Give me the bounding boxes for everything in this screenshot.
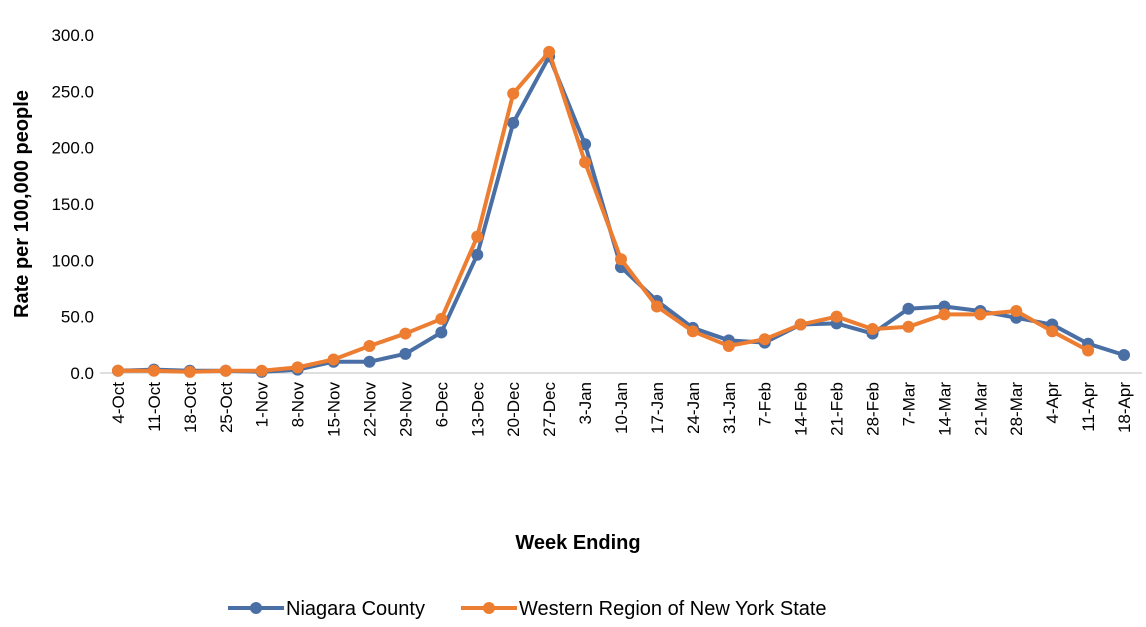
data-point: [794, 318, 807, 331]
data-point: [507, 87, 520, 100]
data-point: [902, 320, 915, 333]
data-point: [615, 253, 627, 266]
legend-marker: [482, 602, 495, 614]
data-point: [1046, 325, 1059, 338]
data-point: [291, 361, 304, 374]
x-tick-label: 27-Dec: [540, 382, 559, 437]
series-line: [117, 49, 1090, 374]
data-point: [866, 323, 879, 336]
y-tick-label: 100.0: [51, 251, 94, 270]
x-tick-label: 18-Apr: [1115, 382, 1134, 433]
y-tick-label: 150.0: [51, 195, 94, 214]
x-tick-label: 7-Mar: [899, 382, 918, 427]
x-tick-label: 18-Oct: [181, 382, 200, 433]
x-tick-label: 14-Mar: [935, 382, 954, 436]
data-point: [938, 308, 951, 321]
data-point: [543, 45, 556, 58]
x-tick-label: 20-Dec: [504, 382, 523, 437]
data-point: [830, 310, 843, 323]
x-tick-label: 29-Nov: [396, 382, 415, 437]
x-tick-label: 17-Jan: [648, 382, 667, 434]
x-tick-label: 4-Apr: [1043, 382, 1062, 424]
x-tick-label: 22-Nov: [360, 382, 379, 437]
data-point: [435, 312, 448, 325]
x-tick-label: 21-Mar: [971, 382, 990, 436]
data-point: [327, 353, 340, 366]
x-axis-title: Week Ending: [515, 532, 640, 554]
data-point: [579, 156, 592, 169]
y-tick-label: 300.0: [51, 26, 94, 45]
data-point: [399, 327, 412, 340]
x-tick-label: 11-Apr: [1079, 382, 1098, 432]
x-tick-label: 6-Dec: [432, 382, 451, 428]
data-point: [363, 339, 376, 352]
y-axis-title: Rate per 100,000 people: [11, 90, 33, 318]
x-tick-label: 24-Jan: [684, 382, 703, 434]
x-tick-label: 28-Mar: [1007, 382, 1026, 436]
data-point: [399, 347, 412, 360]
data-point: [758, 333, 771, 346]
y-tick-label: 250.0: [51, 82, 94, 101]
x-tick-label: 13-Dec: [468, 382, 487, 437]
x-tick-label: 15-Nov: [325, 382, 344, 437]
data-point: [111, 364, 124, 377]
data-point: [1010, 305, 1023, 318]
data-point: [435, 326, 448, 339]
data-point: [974, 308, 987, 321]
data-point: [255, 364, 268, 377]
data-point: [147, 364, 160, 377]
series-line: [117, 54, 1125, 374]
x-tick-label: 28-Feb: [864, 382, 883, 436]
x-tick-label: 31-Jan: [720, 382, 739, 434]
x-tick-label: 3-Jan: [576, 382, 595, 425]
x-tick-label: 10-Jan: [612, 382, 631, 434]
data-point: [686, 325, 699, 338]
data-point: [1082, 344, 1095, 357]
x-tick-label: 11-Oct: [145, 382, 164, 432]
y-tick-label: 0.0: [70, 364, 94, 383]
x-tick-label: 7-Feb: [756, 382, 775, 426]
x-tick-label: 14-Feb: [792, 382, 811, 436]
data-point: [902, 302, 915, 315]
data-point: [219, 364, 232, 377]
y-tick-label: 50.0: [61, 308, 94, 327]
x-tick-label: 1-Nov: [253, 382, 272, 428]
x-tick-label: 8-Nov: [289, 382, 308, 428]
legend-marker: [250, 602, 262, 614]
data-point: [650, 300, 663, 313]
data-point: [1118, 348, 1131, 361]
x-tick-label: 4-Oct: [109, 382, 128, 424]
data-point: [363, 355, 376, 368]
data-point: [471, 230, 484, 243]
x-tick-label: 25-Oct: [217, 382, 236, 433]
data-point: [471, 248, 484, 261]
legend-label: Niagara County: [286, 598, 425, 620]
x-tick-label: 21-Feb: [828, 382, 847, 436]
y-tick-label: 200.0: [51, 139, 94, 158]
data-point: [507, 116, 520, 129]
data-point: [183, 365, 196, 378]
data-point: [722, 339, 735, 352]
legend-label: Western Region of New York State: [519, 598, 827, 620]
